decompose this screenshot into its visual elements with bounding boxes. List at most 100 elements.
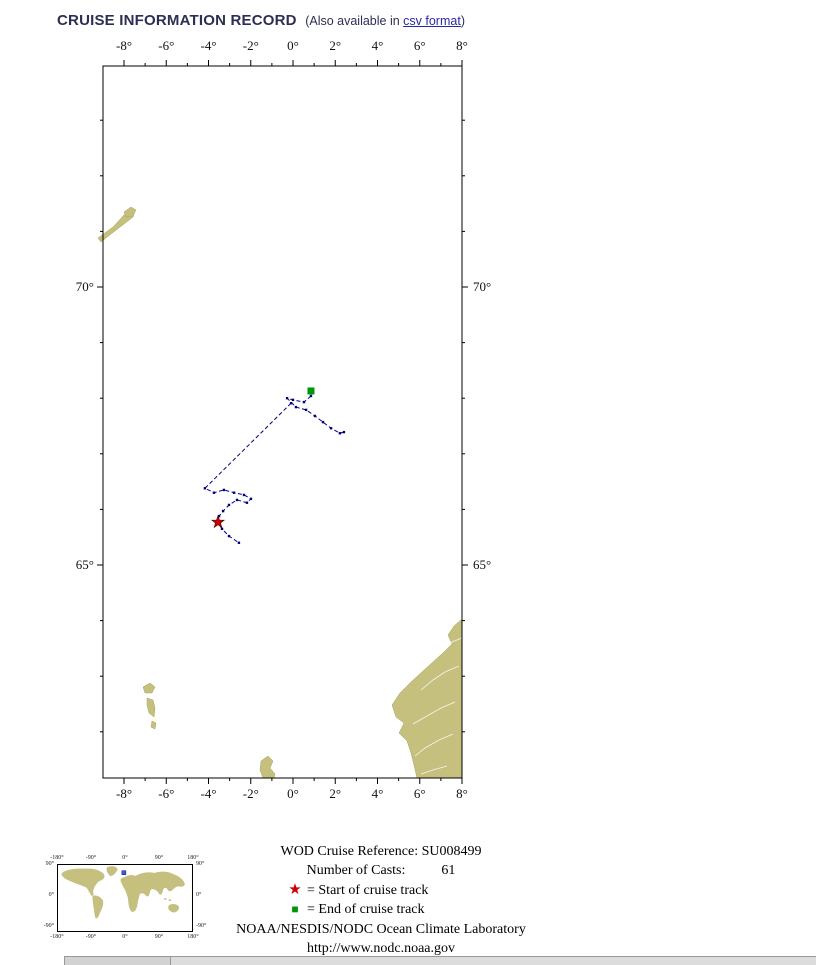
start-legend-entry: ★ = Start of cruise track xyxy=(216,881,546,900)
cast-point xyxy=(227,534,231,538)
subtitle: (Also available in csv format) xyxy=(305,14,465,28)
x-axis-label-bottom: -6° xyxy=(158,786,175,801)
indonesia-1 xyxy=(163,897,167,901)
inset-y-label-right: 0° xyxy=(196,892,202,898)
x-axis-label-top: -2° xyxy=(242,38,259,53)
inset-x-label-top: 90° xyxy=(154,855,164,861)
cast-point xyxy=(222,488,226,492)
cast-point xyxy=(285,397,289,400)
subtitle-prefix: (Also available in xyxy=(305,14,404,28)
cast-point xyxy=(329,427,333,430)
x-axis-label-top: 6° xyxy=(413,38,426,53)
inset-y-label-left: 90° xyxy=(45,861,54,867)
continent-eurasia-africa xyxy=(120,871,185,912)
cast-point xyxy=(203,487,207,490)
y-axis-label-left: 65° xyxy=(75,557,94,572)
world-inset-map xyxy=(57,864,193,932)
cast-point xyxy=(242,493,246,497)
inset-x-label-top: 0° xyxy=(122,855,128,861)
norway-landmass xyxy=(391,618,463,779)
x-axis-label-bottom: -2° xyxy=(242,786,259,801)
inset-frame xyxy=(57,864,193,932)
table-header-cell xyxy=(65,957,171,965)
inset-x-label-bottom: 90° xyxy=(154,934,164,940)
land-masses xyxy=(97,206,463,779)
cast-count-value: 61 xyxy=(441,863,456,879)
end-legend-label: = End of cruise track xyxy=(307,902,425,918)
faroe-island-3 xyxy=(150,720,157,730)
inset-x-label-top: -180° xyxy=(50,855,64,861)
x-axis-label-bottom: 2° xyxy=(329,786,342,801)
table-header-partial xyxy=(64,956,816,965)
cast-point xyxy=(249,497,253,501)
continent-north-america xyxy=(61,868,105,897)
organization: NOAA/NESDIS/NODC Ocean Climate Laborator… xyxy=(236,921,526,937)
start-marker-icon: ★ xyxy=(288,881,302,898)
x-axis-label-top: 0° xyxy=(287,38,299,53)
cruise-track xyxy=(286,395,345,434)
faroe-island-1 xyxy=(142,682,156,694)
cast-point xyxy=(289,402,293,405)
x-axis-label-top: 4° xyxy=(371,38,384,53)
subtitle-suffix: ) xyxy=(460,14,465,28)
cast-point xyxy=(291,398,295,402)
cruise-reference-value: SU008499 xyxy=(421,844,482,859)
inset-y-label-right: 90° xyxy=(196,861,205,867)
fjord-lines xyxy=(412,637,463,775)
x-axis-label-bottom: 6° xyxy=(413,786,426,801)
faroe-island-2 xyxy=(146,697,156,718)
end-marker-icon: ■ xyxy=(291,902,299,917)
inset-x-label-top: 180° xyxy=(187,855,199,861)
cast-point xyxy=(227,503,231,507)
greenland xyxy=(106,866,118,877)
start-marker xyxy=(210,514,226,529)
inset-cruise-location-marker xyxy=(121,870,127,875)
cast-point xyxy=(342,430,346,434)
website-url: http://www.nodc.noaa.gov xyxy=(306,940,455,956)
cast-point xyxy=(217,514,221,518)
inset-continents xyxy=(61,866,185,919)
cast-point xyxy=(212,491,216,494)
cast-point xyxy=(237,541,241,544)
y-axis-label-right: 70° xyxy=(473,279,492,294)
x-axis-label-bottom: 8° xyxy=(456,786,468,801)
csv-format-link[interactable]: csv format xyxy=(403,14,461,28)
jan-mayen-north-tip xyxy=(123,206,137,218)
cast-point xyxy=(235,498,239,502)
x-axis-label-top: -8° xyxy=(115,38,133,53)
inset-x-label-top: -90° xyxy=(85,855,97,861)
x-axis-label-bottom: -4° xyxy=(200,786,217,801)
x-axis-label-top: -4° xyxy=(200,38,217,53)
cast-point xyxy=(220,527,224,531)
inset-x-label-bottom: -180° xyxy=(50,934,64,940)
x-axis-label-top: -6° xyxy=(158,38,175,53)
cast-point xyxy=(309,394,313,398)
inset-x-label-bottom: 0° xyxy=(122,934,128,940)
cast-count-label: Number of Casts: xyxy=(306,863,406,879)
inset-x-label-bottom: -90° xyxy=(85,934,97,940)
start-legend-label: = Start of cruise track xyxy=(307,882,429,898)
end-legend-entry: ■ = End of cruise track xyxy=(216,900,546,919)
cruise-track-map xyxy=(97,60,468,784)
cast-point xyxy=(338,432,342,435)
cast-point xyxy=(232,491,236,494)
page-header: CRUISE INFORMATION RECORD (Also availabl… xyxy=(57,12,465,30)
shetland-islands xyxy=(259,755,276,779)
inset-x-label-bottom: 180° xyxy=(187,934,199,940)
british-isles xyxy=(122,877,126,881)
inset-y-label-left: 0° xyxy=(48,892,54,898)
y-axis-label-left: 70° xyxy=(75,279,94,294)
x-axis-label-bottom: 0° xyxy=(287,786,299,801)
continent-australia xyxy=(168,904,179,913)
inset-y-label-left: -90° xyxy=(43,923,54,929)
continent-south-america xyxy=(92,895,104,919)
x-axis-label-top: 2° xyxy=(329,38,342,53)
indonesia-2 xyxy=(168,899,172,902)
x-axis-label-bottom: 4° xyxy=(371,786,384,801)
end-marker xyxy=(307,387,315,395)
cast-point xyxy=(245,501,249,504)
cruise-reference: WOD Cruise Reference: SU008499 xyxy=(216,842,546,861)
cast-point xyxy=(294,405,298,409)
x-axis-label-bottom: -8° xyxy=(115,786,133,801)
